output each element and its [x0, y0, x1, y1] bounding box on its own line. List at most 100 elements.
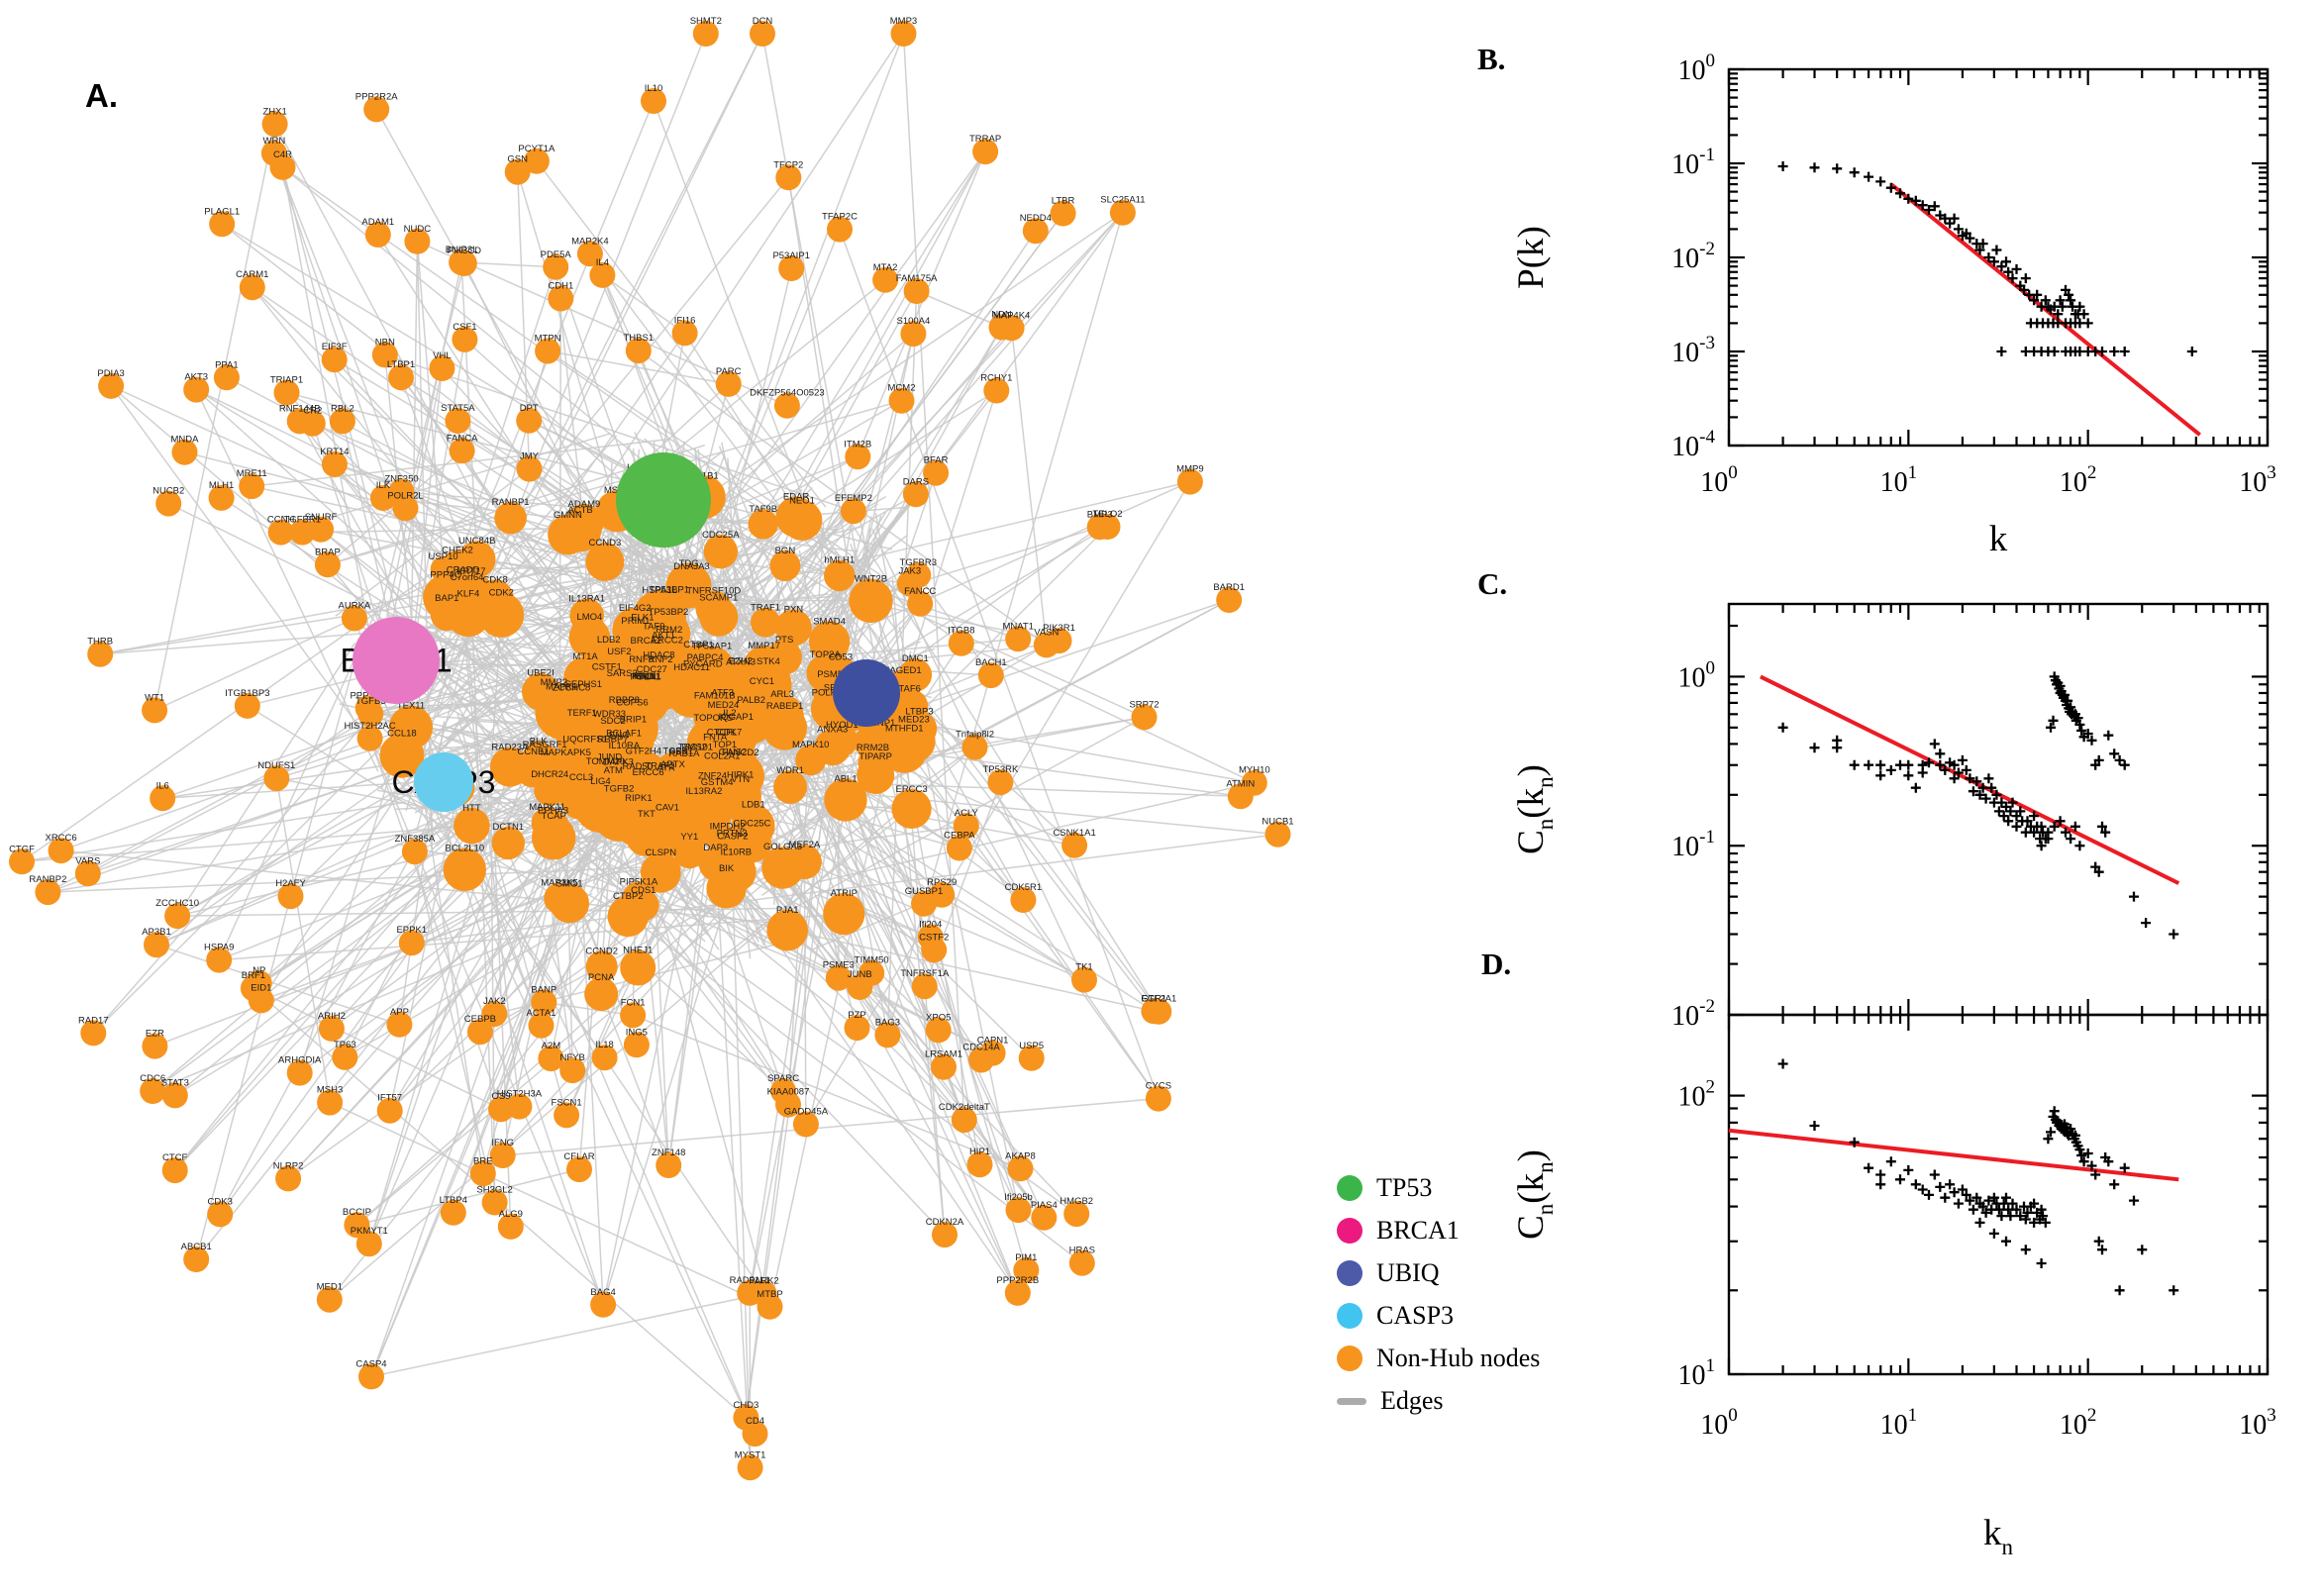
- gene-label: CCND3: [589, 538, 622, 549]
- gene-label: HSPA1L: [642, 585, 677, 596]
- gene-node: [711, 833, 753, 874]
- gene-label: MED1: [317, 1282, 343, 1293]
- gene-label: NEO1: [789, 495, 815, 506]
- gene-label: AURKA: [339, 601, 371, 612]
- gene-node: [597, 673, 648, 723]
- gene-node: [531, 989, 557, 1016]
- gene-label: PMS2: [681, 742, 707, 752]
- gene-label: RBBP7: [597, 735, 628, 746]
- gene-label: HIST2H3A: [497, 1089, 543, 1100]
- gene-label: CCL3: [569, 772, 593, 783]
- gene-node: [445, 408, 471, 434]
- gene-label: CDK2deltaT: [939, 1102, 990, 1113]
- gene-label: UBE2I: [527, 668, 554, 679]
- gene-node: [80, 1020, 107, 1047]
- gene-node: [523, 741, 554, 772]
- gene-label: BACH1: [975, 657, 1007, 668]
- gene-label: MNAT1: [1002, 621, 1034, 632]
- gene-node: [538, 1046, 564, 1072]
- gene-label: TIMM50: [855, 955, 889, 966]
- gene-node: [544, 882, 575, 915]
- gene-label: ADAM9: [568, 499, 601, 510]
- gene-label: EZR: [146, 1029, 164, 1040]
- gene-node: [640, 851, 681, 893]
- gene-label: CDK5R1: [1005, 882, 1043, 893]
- gene-label: ERCC6: [632, 767, 663, 778]
- gene-node: [341, 605, 367, 632]
- gene-label: TCAP: [542, 811, 566, 822]
- gene-label: MYH10: [1239, 765, 1270, 776]
- gene-label: HIST2H2AC: [344, 721, 395, 732]
- gene-label: LRSAM1: [925, 1049, 962, 1060]
- gene-label: Tnfaip8l2: [956, 730, 994, 741]
- gene-label: WRN: [263, 136, 286, 147]
- gene-node: [543, 253, 569, 280]
- gene-label: LIG4: [590, 776, 611, 787]
- gene-label: ACTA1: [527, 1008, 556, 1019]
- gene-label: ACLY: [955, 808, 979, 819]
- gene-label: WDR33: [593, 709, 626, 720]
- gene-node: [516, 455, 543, 482]
- gene-label: SMN1: [635, 671, 660, 682]
- gene-label: TGFBR3: [900, 557, 937, 568]
- gene-label: CTGF: [9, 844, 35, 854]
- node-labels-layer: PPP3R1 ZNF350 ITM2B RPS29 UNC84B NEO1 PRIM1 NHE…: [9, 16, 1294, 1460]
- gene-node: [676, 565, 707, 597]
- network-graph: PPP3R1 ZNF350 ITM2B RPS29 UNC84B NEO1 PRIM1 NHE…: [9, 16, 1294, 1481]
- gene-label: RRM2: [656, 625, 682, 636]
- gene-node: [719, 661, 762, 705]
- gene-node: [488, 1096, 514, 1123]
- gene-node: [1033, 632, 1060, 658]
- gene-node: [946, 835, 972, 861]
- gene-label: CAV1: [656, 803, 679, 814]
- gene-label: RNF144B: [279, 403, 321, 414]
- gene-label: CYCS: [1146, 1081, 1171, 1092]
- gene-node: [494, 501, 527, 535]
- gene-node: [1050, 200, 1076, 227]
- axis-ticks: [1727, 67, 2270, 448]
- legend-item-brca1: BRCA1: [1337, 1214, 1540, 1247]
- gene-node: [481, 1189, 508, 1216]
- gene-node: [317, 1089, 344, 1116]
- gene-label: HRAS: [1069, 1246, 1095, 1256]
- gene-label: DMC1: [902, 653, 929, 664]
- gene-label: UQCRFS1: [562, 734, 607, 745]
- gene-label: MSH3: [317, 1085, 343, 1096]
- y-axis-title-b: P(k): [1511, 226, 1552, 289]
- gene-label: GADD45A: [784, 1107, 829, 1118]
- x-axis-title-b: k: [1989, 519, 2008, 559]
- ubiq-swatch-icon: [1337, 1260, 1363, 1286]
- gene-node: [449, 438, 475, 464]
- gene-label: TOP2A: [810, 649, 842, 660]
- gene-label: MYST1: [735, 1449, 766, 1460]
- gene-node: [589, 261, 616, 288]
- gene-label: TFAP2C: [822, 212, 858, 223]
- gene-node: [35, 879, 61, 906]
- gene-label: IL13RA2: [685, 786, 722, 797]
- gene-node: [576, 241, 603, 267]
- gene-label: LDB2: [597, 635, 621, 646]
- gene-label: PIK3R1: [1043, 623, 1075, 634]
- gene-node: [961, 734, 988, 760]
- gene-label: EIF4G2: [619, 603, 652, 614]
- legend-item-nonhub: Non-Hub nodes: [1337, 1342, 1540, 1375]
- gene-label: BAG3: [875, 1017, 900, 1028]
- gene-label: IL2: [723, 708, 736, 719]
- gene-label: ATM: [604, 765, 623, 776]
- gene-label: PCNA: [588, 972, 615, 983]
- gene-label: NEDD4: [1020, 213, 1052, 224]
- hub-node-ubiq: [833, 659, 900, 727]
- hub-nodes-layer: [353, 452, 900, 812]
- gene-node: [87, 641, 114, 667]
- gene-node: [398, 930, 425, 956]
- gene-node: [357, 701, 384, 728]
- gene-label: PRIM1: [621, 616, 650, 627]
- legend-item-edges: Edges: [1337, 1384, 1540, 1418]
- gene-label: IL18: [595, 1040, 614, 1050]
- gene-label: STAT3: [161, 1077, 189, 1088]
- gene-node: [968, 1047, 994, 1073]
- gene-node: [1109, 199, 1136, 226]
- gene-node: [847, 974, 873, 1000]
- gene-label: GTF2A1: [1141, 994, 1176, 1005]
